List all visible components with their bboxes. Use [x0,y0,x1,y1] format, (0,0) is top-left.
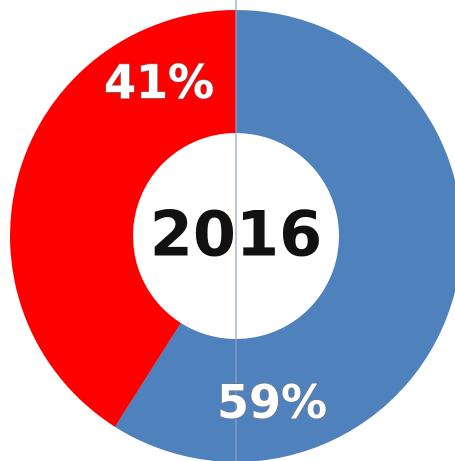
slice-label-1: 41% [104,55,214,109]
center-year-label: 2016 [150,198,323,271]
slice-1 [10,10,237,427]
slice-label-0: 59% [217,375,327,429]
labels-group: 59% 41% [103,54,327,429]
